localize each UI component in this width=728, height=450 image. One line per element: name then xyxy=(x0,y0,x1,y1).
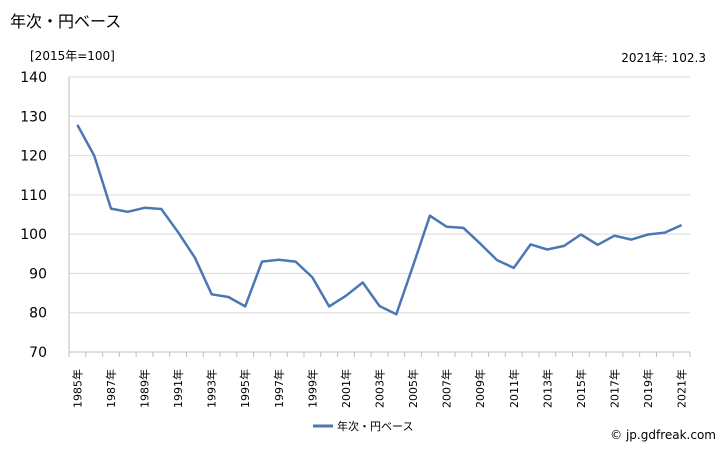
x-tick-label: 2019年 xyxy=(641,369,655,408)
y-tick-label: 120 xyxy=(20,149,47,165)
latest-value-note: 2021年: 102.3 xyxy=(621,51,706,65)
x-tick-label: 1989年 xyxy=(138,369,152,408)
x-tick-label: 1993年 xyxy=(205,369,219,408)
x-tick-label: 2017年 xyxy=(607,369,621,408)
chart-title: 年次・円ベース xyxy=(10,12,122,31)
series-layer xyxy=(76,124,683,316)
y-tick-labels: 70 80 90 100 110 120 130 140 xyxy=(20,70,47,361)
x-tick-label: 2021年 xyxy=(675,369,689,408)
grid-lines xyxy=(69,76,690,353)
y-tick-label: 70 xyxy=(29,345,47,361)
y-tick-label: 100 xyxy=(20,227,47,243)
x-tick-label: 2003年 xyxy=(373,369,387,408)
x-tick-label: 1985年 xyxy=(70,369,84,408)
x-tick-label: 2001年 xyxy=(339,369,353,408)
y-tick-label: 130 xyxy=(20,109,47,125)
y-tick-label: 110 xyxy=(20,188,47,204)
source-credit: © jp.gdfreak.com xyxy=(610,428,716,442)
x-tick-label: 2005年 xyxy=(406,369,420,408)
x-tick-label: 2013年 xyxy=(540,369,554,408)
y-tick-label: 80 xyxy=(29,306,47,322)
y-tick-label: 140 xyxy=(20,70,47,86)
axes xyxy=(68,77,691,357)
unit-note: [2015年=100] xyxy=(30,49,115,63)
y-tick-label: 90 xyxy=(29,266,47,282)
legend-label: 年次・円ベース xyxy=(337,419,413,433)
x-tick-label: 2007年 xyxy=(440,369,454,408)
series-line xyxy=(76,124,683,316)
x-tick-label: 1991年 xyxy=(171,369,185,408)
x-tick-label: 1997年 xyxy=(272,369,286,408)
x-tick-label: 1987年 xyxy=(104,369,118,408)
x-tick-label: 1995年 xyxy=(238,369,252,408)
legend: 年次・円ベース xyxy=(313,419,413,433)
x-tick-label: 2015年 xyxy=(574,369,588,408)
x-tick-labels: 1985年 1987年 1989年 1991年 1993年 1995年 1997年 1999年… xyxy=(70,369,688,408)
x-tick-label: 2009年 xyxy=(473,369,487,408)
x-tick-label: 2011年 xyxy=(507,369,521,408)
x-tick-label: 1999年 xyxy=(305,369,319,408)
